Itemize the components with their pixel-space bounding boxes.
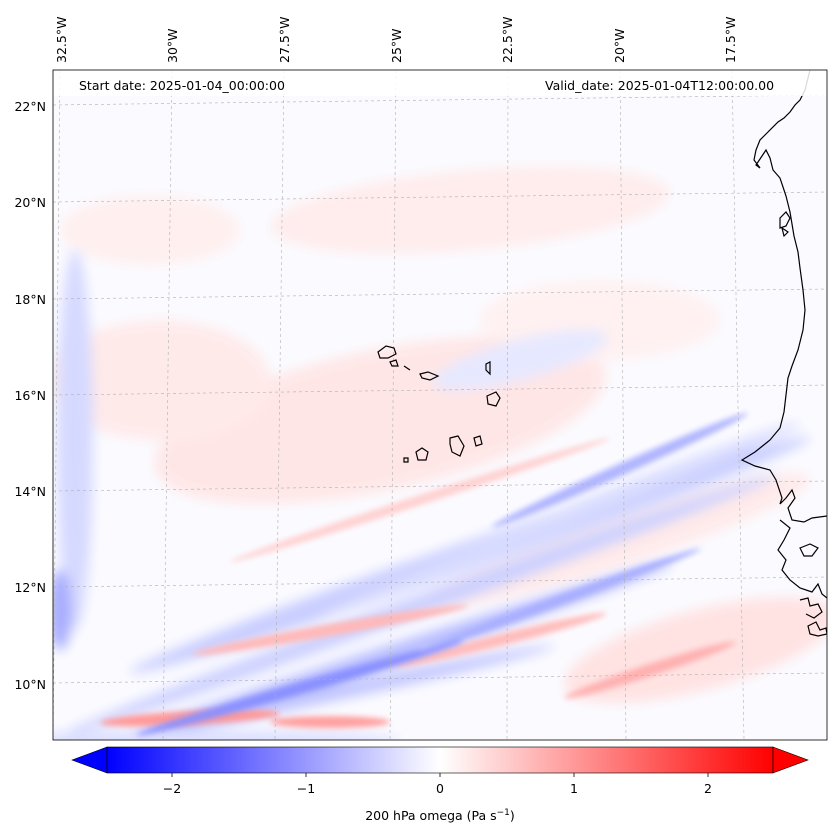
- latitude-label: 16°N: [14, 388, 46, 403]
- latitude-label: 10°N: [14, 677, 46, 692]
- valid-date-label: Valid_date: 2025-01-04T12:00:00.00: [545, 78, 775, 93]
- longitude-label: 27.5°W: [277, 16, 292, 63]
- colorbar-tick-label: 0: [436, 781, 444, 796]
- longitude-label: 25°W: [389, 28, 404, 63]
- longitude-label: 20°W: [612, 28, 627, 63]
- map-frame: [52, 69, 828, 741]
- latitude-label: 12°N: [14, 580, 46, 595]
- longitude-label: 32.5°W: [54, 16, 69, 63]
- colorbar-gradient: [106, 746, 774, 774]
- colorbar-title-exponent: −1: [496, 808, 510, 818]
- colorbar-tick-label: 2: [704, 781, 712, 796]
- latitude-label: 14°N: [14, 484, 46, 499]
- longitude-label: 30°W: [165, 28, 180, 63]
- colorbar-tick-label: −1: [296, 781, 316, 796]
- colorbar-tick-label: 1: [570, 781, 578, 796]
- cape-verde-islands: [377, 345, 501, 463]
- colorbar-tick-label: −2: [162, 781, 182, 796]
- colorbar-title-close: ): [509, 808, 515, 824]
- latitude-label: 22°N: [14, 99, 46, 114]
- latitude-label: 20°N: [14, 195, 46, 210]
- colorbar: [71, 746, 809, 777]
- colorbar-low-extend: [71, 746, 108, 774]
- latitude-label: 18°N: [14, 292, 46, 307]
- colorbar-title-text: 200 hPa omega (Pa s: [365, 808, 497, 824]
- colorbar-high-extend: [772, 746, 809, 774]
- omega-field: [53, 70, 827, 740]
- africa-coastline: [740, 70, 827, 523]
- longitude-label: 22.5°W: [500, 16, 515, 63]
- colorbar-title: 200 hPa omega (Pa s−1): [365, 808, 515, 823]
- start-date-label: Start date: 2025-01-04_00:00:00: [79, 78, 285, 93]
- longitude-label: 17.5°W: [723, 16, 738, 63]
- gridlines: [53, 70, 827, 740]
